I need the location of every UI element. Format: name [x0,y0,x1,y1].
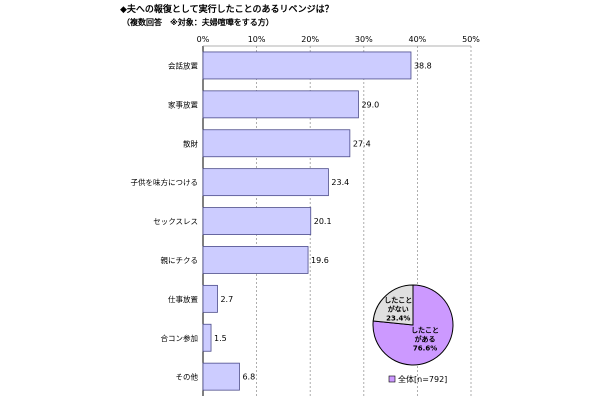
bar [202,246,309,274]
pie-label-line: 76.6% [413,344,437,352]
legend-swatch [388,375,396,383]
x-tick-labels: 0% 10% 20% 30% 40% 50% [197,35,481,44]
bar [202,323,212,352]
category-label: 子供を味方につける [131,177,199,187]
value-label: 29.0 [361,100,379,109]
pie-slice [372,284,414,326]
bar [202,362,240,391]
x-tick-label: 0% [197,35,210,44]
bar [202,129,351,158]
category-label: 会話放置 [168,60,198,70]
bar [202,284,218,313]
category-label: 親にチクる [161,255,199,265]
value-label: 6.8 [242,373,255,382]
legend-label: 全体[n=792] [398,374,447,384]
pie-label-line: したこと [411,325,439,334]
bar [202,207,312,235]
category-label: 仕事放置 [168,294,198,304]
pie-chart: したことがある 76.6%したことがない 23.4% [372,284,454,366]
category-label: セックスレス [153,217,198,226]
pie-label: したことがある 76.6% [411,325,439,352]
x-tick-label: 10% [248,35,266,44]
value-label: 20.1 [314,217,332,226]
chart-title: ◆夫への報復として実行したことのあるリベンジは？ [120,5,334,15]
value-label: 19.6 [311,256,329,265]
value-label: 27.4 [353,139,371,148]
category-labels: 会話放置家事放置散財子供を味方につけるセックスレス親にチクる仕事放置合コン参加そ… [131,60,199,381]
category-label: 合コン参加 [161,333,199,343]
pie-label: したことがない 23.4% [384,296,412,323]
category-label: 散財 [183,138,198,148]
pie-label-line: したこと [384,296,412,305]
category-label: その他 [176,372,199,382]
value-label: 2.7 [220,295,233,304]
value-label: 23.4 [331,178,349,187]
x-tick-label: 40% [409,35,427,44]
x-tick-label: 50% [462,35,480,44]
pie-label-line: 23.4% [386,315,410,323]
bar [202,168,329,197]
legend: 全体[n=792] [388,374,447,384]
category-label: 家事放置 [168,99,198,109]
chart-subtitle: （複数回答 ※対象：夫婦喧嘩をする方） [122,18,274,27]
x-tick-label: 20% [301,35,319,44]
bars [202,51,412,391]
bar [202,90,359,119]
x-tick-label: 30% [355,35,373,44]
value-label: 38.8 [414,61,432,70]
pie-label-line: がある [415,334,436,343]
value-label: 1.5 [214,334,227,343]
pie-label-line: がない [388,305,409,314]
bar [202,51,412,80]
value-labels: 38.8 29.0 27.4 23.4 20.1 19.6 2.7 1.5 6.8 [214,61,432,381]
